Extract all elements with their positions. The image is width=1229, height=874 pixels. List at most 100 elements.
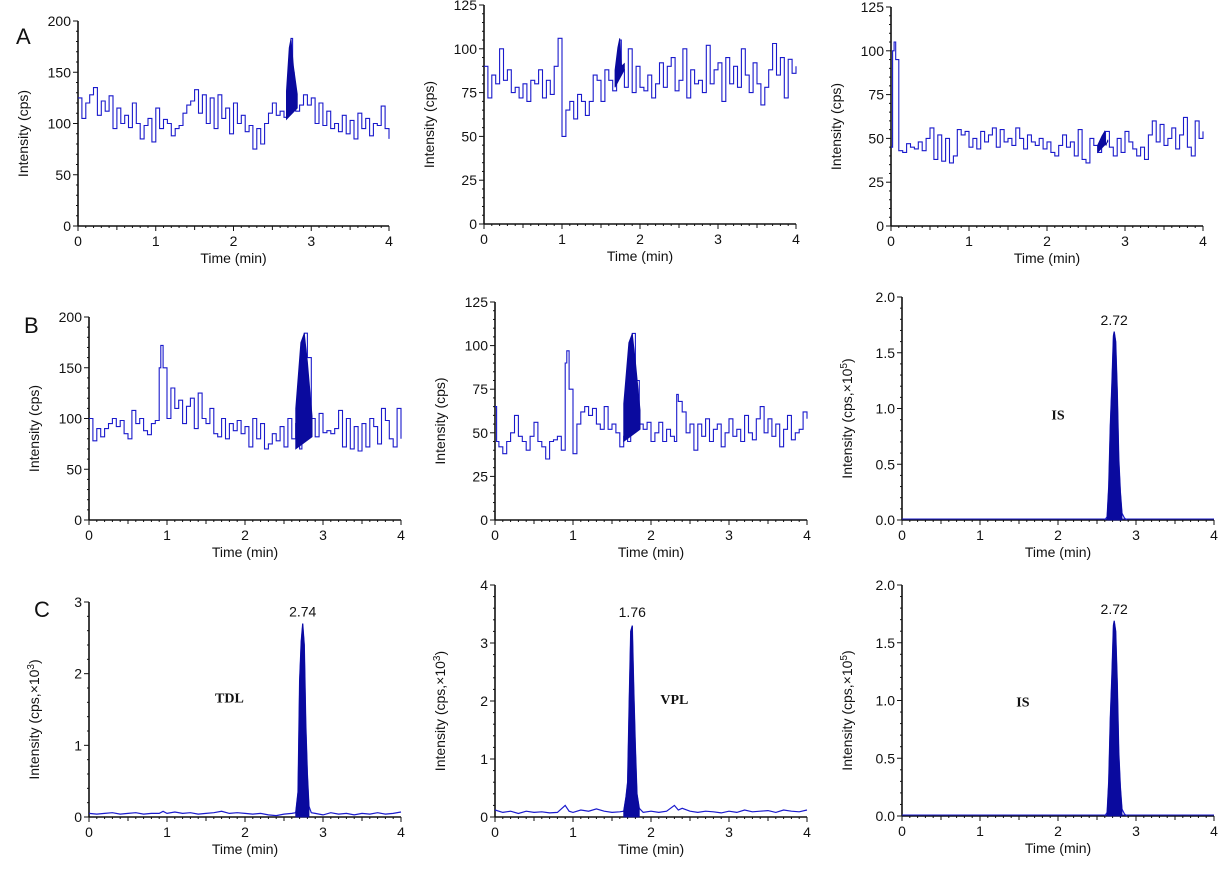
y-tick-label: 1 (480, 751, 488, 767)
x-tick-label: 3 (1121, 233, 1129, 249)
x-tick-label: 0 (85, 527, 93, 543)
x-axis-title: Time (min) (212, 544, 278, 560)
y-tick-label: 0 (480, 809, 488, 825)
y-tick-label: 0 (74, 809, 82, 825)
x-tick-label: 1 (569, 527, 577, 543)
y-axis-title-suffix: ) (839, 358, 855, 363)
x-tick-label: 2 (1054, 823, 1062, 839)
y-axis-title-exponent: 3 (26, 664, 37, 670)
series-line-trace (891, 41, 1204, 164)
peak-area-is (1106, 331, 1123, 521)
y-axis-title: Intensity (cps) (421, 81, 437, 168)
y-tick-label: 100 (454, 41, 478, 57)
y-tick-label: 125 (454, 0, 478, 13)
panel-c3: 0 1 2 3 4 0.0 0.5 1.0 1.5 2.0 Time (min) Intensity … (839, 577, 1219, 856)
x-axis-title: Time (min) (607, 248, 673, 264)
retention-time-label: 2.72 (1101, 312, 1128, 328)
y-tick-label: 125 (861, 0, 885, 15)
x-tick-label: 4 (397, 824, 405, 840)
integrated-peak (614, 38, 625, 88)
y-tick-label: 2 (480, 693, 488, 709)
integrated-peak (285, 38, 298, 121)
y-tick-label: 0 (469, 216, 477, 232)
y-tick-label: 0 (480, 512, 488, 528)
x-tick-label: 2 (230, 233, 238, 249)
panel-c2: 0 1 2 3 4 0 1 2 3 4 Time (min) Intensity (cps,×103)… (432, 577, 812, 857)
y-tick-label: 75 (472, 381, 488, 397)
x-tick-label: 4 (397, 527, 405, 543)
row-label-a: A (16, 24, 31, 49)
x-tick-label: 0 (74, 233, 82, 249)
y-tick-label: 1.5 (876, 635, 896, 651)
x-tick-label: 4 (1199, 233, 1207, 249)
x-tick-label: 3 (725, 527, 733, 543)
y-tick-label: 0.5 (876, 456, 896, 472)
integrated-peak (623, 333, 641, 443)
y-axis-title-suffix: ) (432, 651, 448, 656)
y-tick-label: 25 (868, 174, 884, 190)
x-axis-title: Time (min) (1025, 544, 1091, 560)
y-tick-label: 0.0 (876, 512, 896, 528)
x-axis-title: Time (min) (1014, 250, 1080, 266)
compound-label: TDL (215, 691, 244, 706)
x-tick-label: 0 (887, 233, 895, 249)
y-tick-label: 0 (876, 218, 884, 234)
y-tick-label: 0.0 (876, 808, 896, 824)
x-tick-label: 1 (163, 527, 171, 543)
peak-area-tdl (295, 623, 310, 818)
series-line-trace (78, 37, 390, 150)
y-tick-label: 100 (48, 116, 72, 132)
x-tick-label: 2 (636, 231, 644, 247)
x-axis-title: Time (min) (1025, 840, 1091, 856)
y-tick-label: 150 (59, 360, 83, 376)
y-tick-label: 1.5 (876, 345, 896, 361)
x-tick-label: 3 (307, 233, 315, 249)
y-tick-label: 125 (465, 294, 489, 310)
retention-time-label: 2.74 (289, 603, 316, 619)
y-axis-title: Intensity (cps,×105) (839, 650, 856, 770)
integrated-peak (295, 333, 313, 450)
x-tick-label: 0 (85, 824, 93, 840)
x-tick-label: 3 (1132, 527, 1140, 543)
y-tick-label: 50 (55, 167, 71, 183)
panel-b1: 0 1 2 3 4 0 50 100 150 200 Time (min) Intensity (cp… (26, 309, 405, 560)
retention-time-label: 1.76 (619, 604, 646, 620)
y-tick-label: 0 (63, 218, 71, 234)
x-tick-label: 1 (965, 233, 973, 249)
y-axis-title: Intensity (cps) (26, 385, 42, 472)
compound-label: IS (1051, 409, 1064, 424)
compound-label: IS (1016, 695, 1029, 710)
y-tick-label: 0 (74, 512, 82, 528)
y-tick-label: 3 (480, 635, 488, 651)
y-tick-label: 50 (472, 425, 488, 441)
row-label-c: C (34, 597, 50, 622)
series-line-trace (484, 37, 797, 137)
x-tick-label: 2 (241, 824, 249, 840)
y-tick-label: 75 (868, 87, 884, 103)
y-tick-label: 25 (461, 172, 477, 188)
panel-a2: 0 1 2 3 4 0 25 50 75 100 125 Time (min) Intensity (c… (421, 0, 800, 264)
y-tick-label: 1.0 (876, 401, 896, 417)
panel-c1: 0 1 2 3 4 0 1 2 3 Time (min) Intensity (cps,×103) 2… (26, 594, 406, 857)
series-line-tdl (88, 623, 402, 817)
y-tick-label: 100 (59, 411, 83, 427)
x-tick-label: 2 (647, 527, 655, 543)
x-tick-label: 0 (898, 527, 906, 543)
y-axis-title-suffix: ) (839, 650, 855, 655)
x-axis-title: Time (min) (200, 250, 266, 266)
y-tick-label: 2.0 (876, 289, 896, 305)
x-tick-label: 3 (725, 824, 733, 840)
peak-area-is (1106, 620, 1123, 817)
row-label-b: B (24, 313, 39, 338)
x-tick-label: 2 (1054, 527, 1062, 543)
y-tick-label: 75 (461, 85, 477, 101)
x-tick-label: 1 (976, 823, 984, 839)
x-tick-label: 0 (480, 231, 488, 247)
x-tick-label: 1 (569, 824, 577, 840)
y-tick-label: 150 (48, 64, 72, 80)
y-tick-label: 2 (74, 666, 82, 682)
y-tick-label: 25 (472, 468, 488, 484)
y-axis-title-exponent: 5 (839, 655, 850, 661)
series-line-trace (495, 332, 808, 460)
panel-a3: 0 1 2 3 4 0 25 50 75 100 125 Time (min) Intensity (c… (828, 0, 1207, 266)
